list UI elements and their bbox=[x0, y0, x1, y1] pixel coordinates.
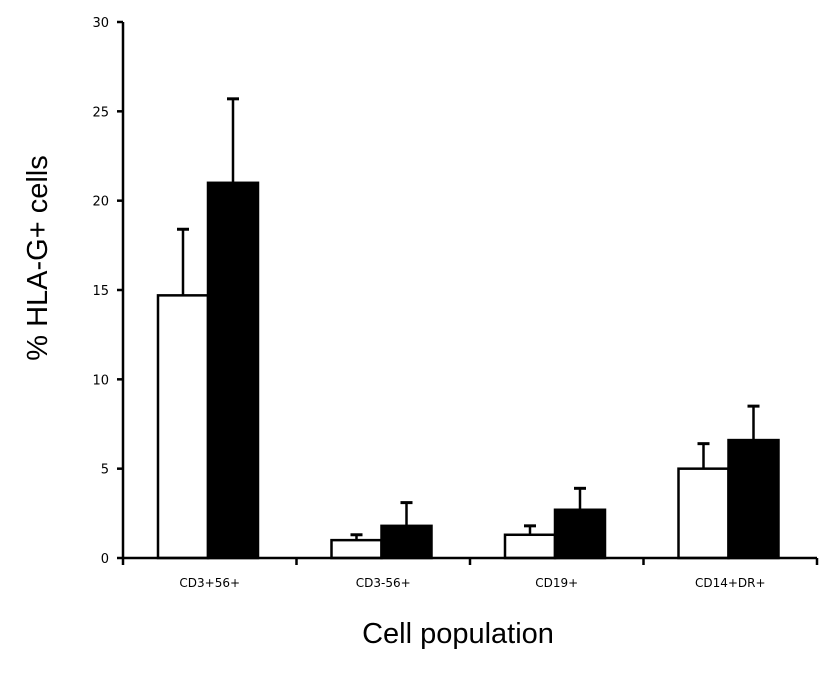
bar-white bbox=[156, 294, 210, 560]
bar-black bbox=[553, 508, 607, 560]
x-tick-label: CD14+DR+ bbox=[695, 576, 766, 590]
y-tick-label: 30 bbox=[92, 16, 109, 31]
y-axis-label: % HLA-G+ cells bbox=[22, 155, 54, 360]
y-tick-label: 10 bbox=[92, 373, 109, 388]
x-tick-label: CD3-56+ bbox=[356, 576, 411, 590]
bar-white bbox=[330, 538, 383, 560]
y-tick-label: 25 bbox=[92, 105, 109, 120]
y-tick-label: 0 bbox=[101, 552, 109, 567]
x-axis-label: Cell population bbox=[362, 618, 554, 650]
bar-black bbox=[380, 524, 433, 560]
y-tick-label: 15 bbox=[92, 284, 109, 299]
x-tick-label: CD3+56+ bbox=[179, 576, 240, 590]
bar-white bbox=[677, 467, 730, 560]
x-tick-label: CD19+ bbox=[535, 576, 578, 590]
bar-black bbox=[206, 181, 260, 560]
bar-black bbox=[727, 438, 780, 560]
y-tick-label: 5 bbox=[101, 463, 109, 478]
bar-white bbox=[503, 533, 557, 560]
y-tick-label: 20 bbox=[92, 195, 109, 210]
